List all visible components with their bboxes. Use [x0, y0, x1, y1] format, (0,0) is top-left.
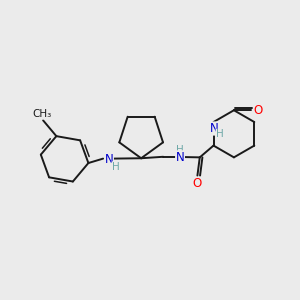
Text: N: N	[105, 153, 113, 166]
Text: H: H	[112, 162, 120, 172]
Text: H: H	[216, 129, 224, 140]
Text: H: H	[176, 145, 184, 155]
Text: N: N	[176, 151, 184, 164]
Text: O: O	[254, 104, 263, 117]
Text: O: O	[192, 177, 201, 190]
Text: N: N	[210, 122, 218, 135]
Text: CH₃: CH₃	[32, 109, 51, 119]
